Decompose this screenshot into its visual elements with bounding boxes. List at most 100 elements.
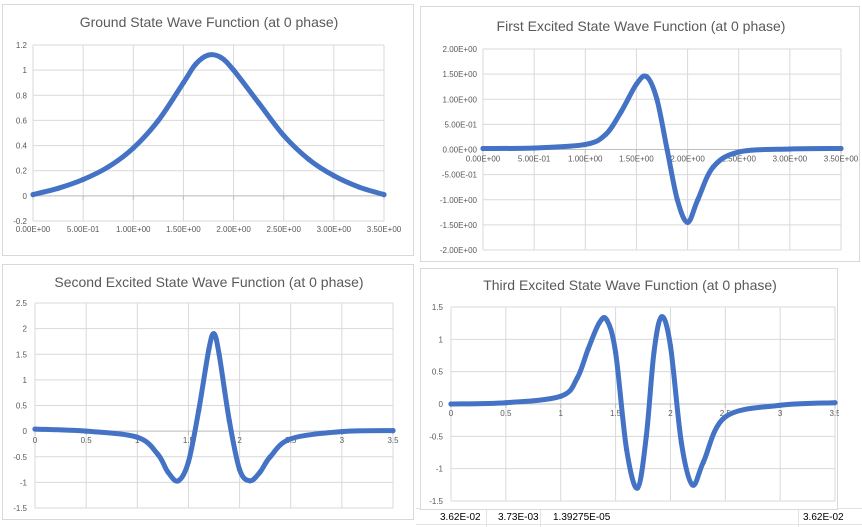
y-tick-label: -1.5 <box>429 497 443 506</box>
data-point <box>196 408 202 414</box>
ground-state-chart[interactable]: Ground State Wave Function (at 0 phase) -… <box>2 4 414 256</box>
data-point <box>667 343 674 349</box>
data-point <box>684 219 691 225</box>
y-tick-label: 1.50E+00 <box>443 70 478 79</box>
data-point <box>480 145 486 152</box>
data-point <box>644 74 650 80</box>
data-point <box>83 428 89 434</box>
x-tick-label: 1.00E+00 <box>568 155 603 164</box>
y-tick-label: 1.5 <box>432 303 444 312</box>
data-point <box>211 331 217 337</box>
data-point <box>604 317 610 323</box>
third-excited-state-chart[interactable]: Third Excited State Wave Function (at 0 … <box>420 268 839 510</box>
y-tick-label: 1.2 <box>16 41 28 50</box>
data-point <box>180 80 187 86</box>
x-tick-label: 2.50E+00 <box>721 155 756 164</box>
data-point <box>193 61 199 67</box>
y-tick-label: -0.2 <box>13 217 27 226</box>
sheet-gridline <box>486 510 487 527</box>
data-point <box>612 349 619 355</box>
y-tick-label: 0 <box>23 427 28 436</box>
chart-title: Second Excited State Wave Function (at 0… <box>54 274 363 290</box>
chart-title: Ground State Wave Function (at 0 phase) <box>80 14 339 30</box>
data-point <box>633 81 640 87</box>
y-tick-label: 0.4 <box>16 142 28 151</box>
data-point <box>267 454 273 460</box>
data-point <box>206 346 212 352</box>
x-tick-label: 3.50E+00 <box>824 155 859 164</box>
data-point <box>582 141 588 148</box>
y-tick-label: 0.2 <box>16 167 28 176</box>
x-tick-label: 2 <box>237 436 242 445</box>
y-tick-label: -0.5 <box>13 453 27 462</box>
y-tick-label: 5.00E-01 <box>445 120 478 129</box>
chart-title: First Excited State Wave Function (at 0 … <box>497 18 786 34</box>
data-point <box>185 459 192 465</box>
data-point <box>165 469 171 475</box>
series-line <box>480 73 844 225</box>
y-tick-label: 0.8 <box>16 91 28 100</box>
data-point <box>175 478 181 484</box>
x-tick-label: 3.5 <box>829 409 839 418</box>
x-tick-label: 3.00E+00 <box>317 225 352 234</box>
data-point <box>678 440 684 446</box>
y-tick-label: -1.00E+00 <box>440 196 478 205</box>
data-point <box>654 96 660 102</box>
data-point <box>155 117 161 124</box>
y-tick-label: 0 <box>439 400 444 409</box>
data-point <box>787 146 793 152</box>
data-point <box>651 349 657 355</box>
x-tick-label: 3 <box>778 409 783 418</box>
sheet-cell[interactable]: 1.39275E-05 <box>553 512 611 523</box>
data-point <box>623 446 630 452</box>
sheet-gridline <box>540 510 541 527</box>
series-line <box>30 52 387 198</box>
sheet-cell[interactable]: 3.62E-02 <box>803 512 844 523</box>
x-tick-label: 2.00E+00 <box>670 155 705 164</box>
y-tick-label: 0.5 <box>16 402 28 411</box>
data-point <box>596 320 602 326</box>
data-point <box>205 52 212 58</box>
x-tick-label: 0.5 <box>500 409 512 418</box>
data-point <box>331 173 337 179</box>
y-tick-label: -5.00E-01 <box>442 171 478 180</box>
data-point <box>618 109 624 115</box>
data-point <box>574 375 580 381</box>
x-tick-label: 0.5 <box>81 436 93 445</box>
y-tick-label: 0.5 <box>432 368 444 377</box>
chart-title: Third Excited State Wave Function (at 0 … <box>483 277 777 293</box>
y-tick-label: -1.5 <box>13 504 27 513</box>
x-tick-label: 2.00E+00 <box>216 225 251 234</box>
x-tick-label: 3.00E+00 <box>773 155 808 164</box>
data-point <box>659 314 665 320</box>
sheet-cell[interactable]: 3.62E-02 <box>440 512 481 523</box>
x-tick-label: 1 <box>135 436 140 445</box>
x-tick-label: 0 <box>33 436 38 445</box>
sheet-cell[interactable]: 3.73E-03 <box>498 512 539 523</box>
chart-svg: Second Excited State Wave Function (at 0… <box>13 274 399 513</box>
y-tick-label: 0.00E+00 <box>443 146 478 155</box>
data-point <box>722 414 728 420</box>
x-tick-label: 1.50E+00 <box>166 225 201 234</box>
x-tick-label: 1.5 <box>610 409 622 418</box>
data-point <box>710 164 716 170</box>
data-point <box>736 149 742 155</box>
y-tick-label: 1 <box>23 376 28 385</box>
x-tick-label: 0.00E+00 <box>16 225 51 234</box>
data-point <box>558 393 564 399</box>
first-excited-state-chart[interactable]: First Excited State Wave Function (at 0 … <box>420 6 860 262</box>
data-point <box>230 67 237 73</box>
data-point <box>390 428 396 434</box>
x-tick-label: 2.5 <box>720 409 732 418</box>
x-tick-label: 3.50E+00 <box>367 225 402 234</box>
data-point <box>356 184 362 190</box>
data-point <box>247 478 253 484</box>
data-point <box>503 400 509 406</box>
data-point <box>32 426 38 432</box>
second-excited-state-chart[interactable]: Second Excited State Wave Function (at 0… <box>2 264 414 520</box>
x-tick-label: 5.00E-01 <box>67 225 100 234</box>
data-point <box>134 434 140 440</box>
x-tick-label: 2 <box>668 409 673 418</box>
x-tick-label: 0.00E+00 <box>466 155 501 164</box>
x-tick-label: 1 <box>558 409 563 418</box>
